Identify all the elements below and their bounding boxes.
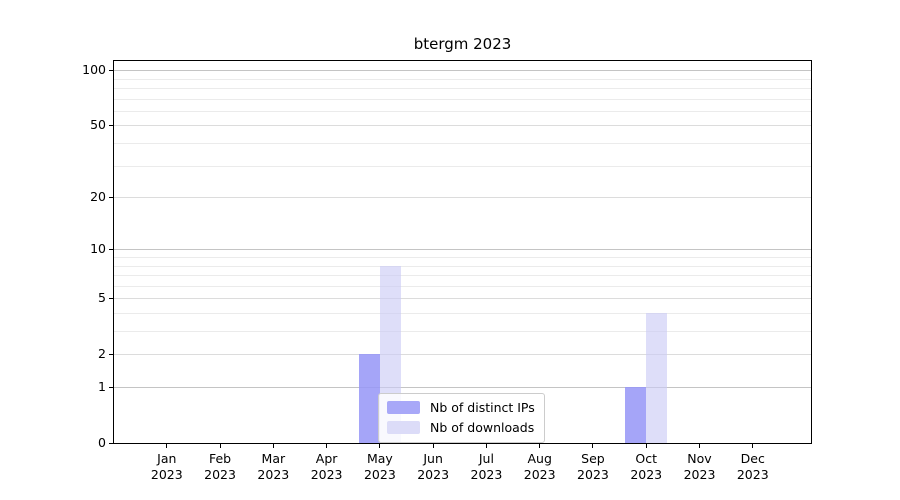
x-tick [219,443,221,448]
x-tick [699,443,700,448]
bar-distinct-ips [358,354,380,443]
legend-item-distinct-ips: Nb of distinct IPs [387,400,535,415]
y-tick [109,354,114,356]
y-tick-label: 50 [90,117,106,133]
x-tick-label-year: 2023 [630,467,663,482]
gridline-minor [114,257,811,258]
x-tick-label: Jul 2023 [454,451,518,483]
gridline-minor [114,110,811,112]
gridline-major [114,298,811,300]
gridline-minor [114,331,811,333]
y-tick-label: 5 [98,290,106,306]
x-tick-label-month: May [366,451,393,466]
x-tick-label-month: Jul [478,451,494,466]
gridline-minor [114,312,811,314]
x-tick [645,443,647,448]
chart-title: btergm 2023 [413,35,512,53]
x-tick-label-year: 2023 [683,467,716,482]
x-tick [326,443,328,448]
x-tick [592,443,594,448]
plot-area [113,60,812,444]
legend-swatch-distinct-ips [387,401,420,414]
gridline-major [114,125,811,127]
y-tick-label: 100 [82,62,106,78]
x-tick [485,443,487,448]
x-tick [752,443,754,448]
x-tick-label-month: Oct [635,451,658,466]
y-tick-label: 1 [98,379,106,394]
y-tick [109,298,114,300]
x-tick-label: Jan 2023 [135,451,199,483]
x-tick-label-year: 2023 [363,467,396,482]
x-tick-label-month: Jun [423,451,443,466]
gridline-minor [114,265,811,267]
x-tick-label-month: Apr [315,451,338,466]
gridline-major [114,387,811,388]
gridline-minor [114,88,811,90]
x-tick [272,443,274,448]
x-tick-label-month: Jan [157,451,177,466]
x-tick-label-month: Sep [581,451,605,466]
x-tick-label: Apr 2023 [295,451,359,483]
x-tick-label-year: 2023 [736,467,769,482]
gridline-minor [114,78,811,80]
y-tick-label: 0 [98,435,106,450]
legend: Nb of distinct IPs Nb of downloads [378,393,545,443]
legend-label-distinct-ips: Nb of distinct IPs [430,400,535,415]
x-tick [432,443,434,448]
x-tick-label-year: 2023 [577,467,609,482]
gridline-major [114,70,811,72]
x-tick [379,443,381,448]
x-tick-label-year: 2023 [310,467,343,482]
x-tick-label-month: Mar [261,451,286,466]
legend-label-downloads: Nb of downloads [430,420,535,435]
y-tick [109,125,114,127]
gridline-minor [114,285,811,287]
x-tick-label-month: Feb [208,451,232,466]
x-tick-label: Oct 2023 [614,451,678,483]
gridline-minor [114,165,811,167]
gridline-minor [114,275,811,277]
x-tick [166,443,168,448]
x-tick-label: Sep 2023 [561,451,625,483]
x-tick-label: Aug 2023 [508,451,572,483]
y-tick-label: 20 [90,189,106,205]
x-tick-label-year: 2023 [470,467,503,482]
x-tick-label: Jun 2023 [401,451,465,483]
y-tick [109,387,114,388]
x-tick-label: Feb 2023 [188,451,252,483]
x-tick-label-month: Nov [687,451,712,466]
gridline-minor [114,98,811,100]
gridline-minor [114,143,811,145]
x-tick-label: Dec 2023 [721,451,785,483]
x-tick-label: Nov 2023 [668,451,732,483]
y-tick-label: 10 [90,241,106,257]
x-tick-label-year: 2023 [204,467,236,482]
x-tick-label: Mar 2023 [241,451,305,483]
x-tick-label-month: Dec [740,451,765,466]
legend-swatch-downloads [387,421,420,434]
y-tick-label: 2 [98,346,106,362]
x-tick-label-year: 2023 [417,467,450,482]
y-tick [109,197,114,199]
y-tick [109,70,114,72]
x-tick-label-year: 2023 [257,467,290,482]
x-tick-label: May 2023 [348,451,412,483]
legend-item-downloads: Nb of downloads [387,420,535,435]
gridline-major [114,354,811,356]
gridline-major [114,249,811,251]
x-tick-label-year: 2023 [523,467,556,482]
y-tick [109,249,114,251]
x-tick [539,443,541,448]
bar-downloads [646,312,668,443]
bar-distinct-ips [625,387,647,443]
x-tick-label-year: 2023 [150,467,183,482]
y-tick [109,443,114,444]
x-tick-label-month: Aug [527,451,552,466]
gridline-major [114,197,811,199]
